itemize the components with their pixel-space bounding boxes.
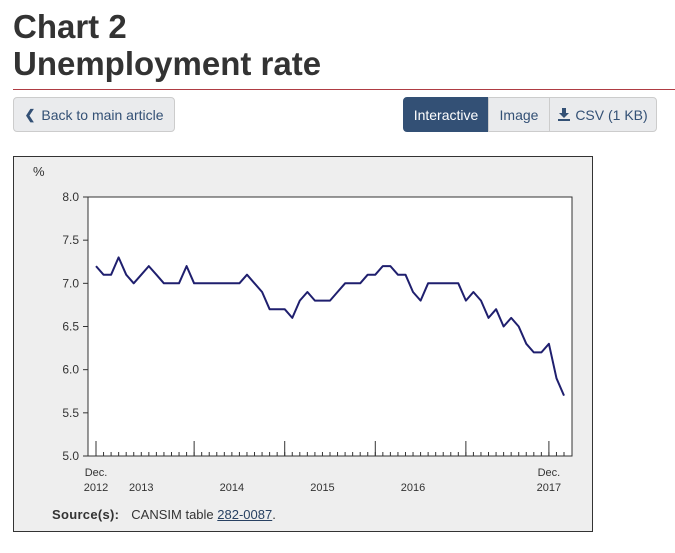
image-tab-button[interactable]: Image xyxy=(488,97,550,132)
chart-source: Source(s): CANSIM table 282-0087. xyxy=(52,507,276,522)
unemployment-rate-line xyxy=(95,256,565,396)
y-tick-label: 5.0 xyxy=(62,449,79,463)
unemployment-chart: % 8.0 7.5 7.0 6.5 6.0 5.5 5.0 Dec. 2012 2013 2014 20… xyxy=(33,164,573,494)
y-tick-label: 8.0 xyxy=(62,190,79,204)
csv-label: CSV (1 KB) xyxy=(575,106,648,123)
source-suffix: . xyxy=(272,507,276,522)
plot-area xyxy=(87,196,573,457)
image-label: Image xyxy=(499,106,539,123)
source-text: CANSIM table xyxy=(131,507,218,522)
chart-container: % 8.0 7.5 7.0 6.5 6.0 5.5 5.0 Dec. 2012 2013 2014 20… xyxy=(13,156,593,532)
y-tick-label: 7.5 xyxy=(62,233,79,247)
back-to-article-button[interactable]: ❮ Back to main article xyxy=(13,97,175,132)
view-toggle-group: Interactive Image CSV (1 KB) xyxy=(403,97,657,132)
x-tick-label-year: 2017 xyxy=(537,482,561,494)
chevron-left-icon: ❮ xyxy=(24,106,36,122)
csv-download-button[interactable]: CSV (1 KB) xyxy=(549,97,657,132)
y-tick-label: 6.0 xyxy=(62,363,79,377)
x-tick-label-year: 2012 xyxy=(84,482,108,494)
y-tick-label: 7.0 xyxy=(62,276,79,290)
y-tick-label: 6.5 xyxy=(62,320,79,334)
x-tick-label-year: 2013 xyxy=(129,482,153,494)
back-button-label: Back to main article xyxy=(41,106,164,123)
title-line-2: Unemployment rate xyxy=(13,45,322,82)
y-tick-label: 5.5 xyxy=(62,406,79,420)
title-line-1: Chart 2 xyxy=(13,8,127,45)
x-tick-label-year: 2014 xyxy=(220,482,244,494)
x-tick-label-year: 2015 xyxy=(310,482,334,494)
interactive-label: Interactive xyxy=(413,106,479,123)
interactive-tab-button[interactable]: Interactive xyxy=(403,97,489,132)
x-tick-label-month: Dec. xyxy=(85,467,108,479)
x-tick-label-year: 2016 xyxy=(401,482,425,494)
download-icon xyxy=(558,107,571,121)
x-tick-label-month: Dec. xyxy=(538,467,561,479)
title-divider xyxy=(13,89,675,90)
y-axis-unit-label: % xyxy=(33,164,45,179)
page-title: Chart 2 Unemployment rate xyxy=(13,8,321,82)
source-label: Source(s): xyxy=(52,507,120,522)
source-table-link[interactable]: 282-0087 xyxy=(217,507,273,522)
